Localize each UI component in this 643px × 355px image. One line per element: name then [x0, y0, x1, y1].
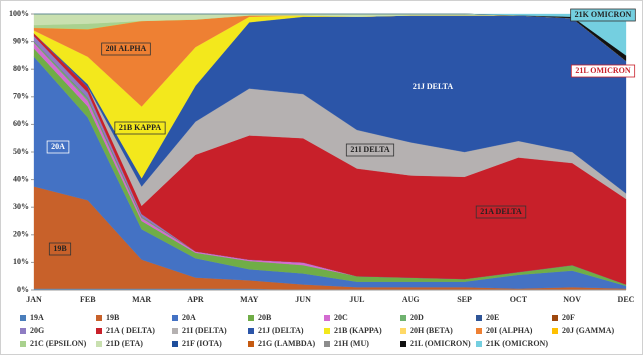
- legend-label: 20J (GAMMA): [562, 326, 615, 335]
- legend-swatch: [400, 341, 406, 347]
- legend-swatch: [172, 341, 178, 347]
- annotation: 21A DELTA: [480, 207, 522, 216]
- x-tick-label: JUL: [349, 295, 364, 304]
- y-tick-label: 80%: [13, 64, 29, 73]
- x-tick-label: DEC: [618, 295, 635, 304]
- legend-label: 20E: [486, 313, 499, 322]
- legend-swatch: [96, 315, 102, 321]
- legend-swatch: [96, 328, 102, 334]
- legend-label: 21G (LAMBDA): [258, 339, 315, 348]
- annotation: 21B KAPPA: [119, 123, 162, 132]
- legend-label: 19A: [30, 313, 44, 322]
- y-tick-label: 100%: [9, 9, 29, 18]
- legend-label: 20G: [30, 326, 44, 335]
- annotation-box: [46, 140, 70, 154]
- legend-label: 20I (ALPHA): [486, 326, 533, 335]
- x-tick-label: FEB: [80, 295, 96, 304]
- legend-swatch: [400, 328, 406, 334]
- y-tick-label: 10%: [13, 257, 29, 266]
- legend-label: 21D (ETA): [106, 339, 143, 348]
- x-tick-label: SEP: [457, 295, 472, 304]
- legend-label: 20H (BETA): [410, 326, 453, 335]
- legend-label: 21K (OMICRON): [486, 339, 548, 348]
- y-tick-label: 40%: [13, 174, 29, 183]
- legend-swatch: [20, 315, 26, 321]
- y-tick-label: 30%: [13, 202, 29, 211]
- y-tick-label: 0%: [17, 285, 29, 294]
- x-tick-label: APR: [187, 295, 204, 304]
- annotation: 21I DELTA: [350, 145, 390, 154]
- legend-swatch: [248, 328, 254, 334]
- legend-label: 20D: [410, 313, 424, 322]
- annotation-box: [475, 205, 527, 219]
- legend-swatch: [552, 315, 558, 321]
- x-tick-label: MAY: [240, 295, 259, 304]
- annotation: 21J DELTA: [413, 82, 453, 91]
- legend-label: 21J (DELTA): [258, 326, 304, 335]
- legend-swatch: [20, 328, 26, 334]
- legend-label: 21A ( DELTA): [106, 326, 155, 335]
- y-tick-label: 60%: [13, 119, 29, 128]
- annotation: 21K OMICRON: [575, 10, 632, 19]
- legend-swatch: [172, 328, 178, 334]
- y-tick-label: 70%: [13, 92, 29, 101]
- legend-swatch: [552, 328, 558, 334]
- annotation-box: [48, 242, 72, 256]
- y-tick-label: 50%: [13, 147, 29, 156]
- x-tick-label: OCT: [510, 295, 528, 304]
- legend-swatch: [324, 341, 330, 347]
- area: [34, 13, 627, 56]
- annotation: 20A: [51, 142, 65, 151]
- x-tick-label: AUG: [402, 295, 420, 304]
- legend-label: 21B (KAPPA): [334, 326, 382, 335]
- legend-swatch: [324, 328, 330, 334]
- legend-swatch: [324, 315, 330, 321]
- annotation: 21L OMICRON: [575, 66, 631, 75]
- annotation: 19B: [53, 244, 67, 253]
- legend-label: 21L (OMICRON): [410, 339, 471, 348]
- legend-label: 21C (EPSILON): [30, 339, 87, 348]
- legend-label: 20C: [334, 313, 348, 322]
- annotation-box: [570, 64, 636, 78]
- legend-swatch: [248, 341, 254, 347]
- legend-swatch: [476, 341, 482, 347]
- legend-swatch: [248, 315, 254, 321]
- legend-swatch: [400, 315, 406, 321]
- y-tick-label: 90%: [13, 36, 29, 45]
- legend-label: 21H (MU): [334, 339, 369, 348]
- legend-swatch: [96, 341, 102, 347]
- annotation-box: [101, 42, 151, 56]
- legend-label: 20B: [258, 313, 272, 322]
- y-tick-label: 20%: [13, 230, 29, 239]
- legend-label: 20F: [562, 313, 575, 322]
- x-tick-label: JAN: [26, 295, 42, 304]
- annotation: 20I ALPHA: [106, 44, 147, 53]
- x-tick-label: NOV: [563, 295, 581, 304]
- legend-label: 19B: [106, 313, 120, 322]
- legend-swatch: [172, 315, 178, 321]
- annotation-box: [570, 8, 636, 22]
- annotation-box: [345, 143, 395, 157]
- x-tick-label: MAR: [132, 295, 151, 304]
- annotation-box: [114, 121, 166, 135]
- legend-swatch: [20, 341, 26, 347]
- x-tick-label: JUN: [295, 295, 311, 304]
- legend-swatch: [476, 328, 482, 334]
- legend-label: 20A: [182, 313, 196, 322]
- legend-label: 21F (IOTA): [182, 339, 222, 348]
- legend-swatch: [476, 315, 482, 321]
- legend-label: 21I (DELTA): [182, 326, 227, 335]
